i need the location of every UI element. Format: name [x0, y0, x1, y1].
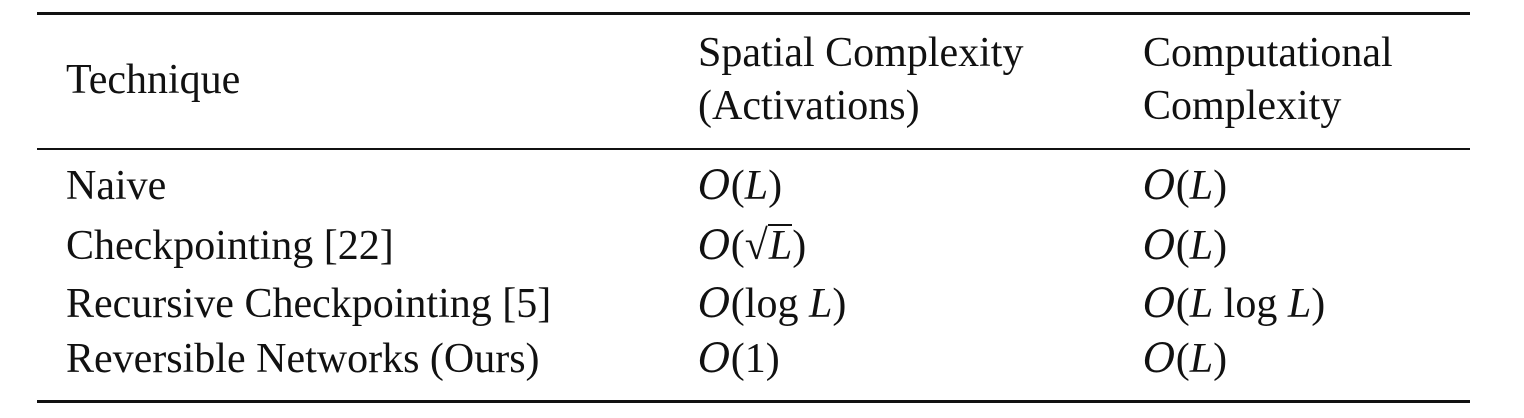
header-computational-line1: Computational: [1143, 30, 1393, 76]
row-checkpointing-technique: Checkpointing [22]: [66, 223, 394, 269]
big-o-symbol: O: [1143, 281, 1176, 327]
row-reversible-spatial: O(1): [698, 333, 780, 385]
big-o-symbol: O: [1143, 163, 1176, 209]
sqrt-expression: √L: [744, 220, 793, 272]
log-function: log: [744, 281, 809, 327]
paren-close: ): [792, 223, 807, 269]
variable-l: L: [808, 281, 833, 327]
paren-open: (: [1175, 163, 1190, 209]
table-header-rule: [37, 148, 1470, 150]
paren-open: (: [1175, 223, 1190, 269]
paren-close: ): [832, 281, 847, 327]
row-checkpointing-computational: O(L): [1143, 220, 1227, 272]
paren-close: ): [1213, 336, 1228, 382]
variable-l: L: [1189, 336, 1214, 382]
paren-close: ): [1311, 281, 1326, 327]
paren-open: (: [730, 281, 745, 327]
variable-l: L: [767, 223, 793, 269]
row-reversible-computational: O(L): [1143, 333, 1227, 385]
big-o-symbol: O: [698, 281, 731, 327]
variable-l: L: [1189, 163, 1214, 209]
constant-one: 1: [744, 336, 766, 382]
variable-l: L: [1287, 281, 1312, 327]
paren-close: ): [768, 163, 783, 209]
row-recursive-computational: O(L log L): [1143, 278, 1325, 330]
big-o-symbol: O: [1143, 336, 1176, 382]
row-naive-computational: O(L): [1143, 160, 1227, 212]
row-recursive-technique: Recursive Checkpointing [5]: [66, 281, 552, 327]
table-bottom-rule: [37, 400, 1470, 403]
paren-open: (: [730, 336, 745, 382]
paren-close: ): [765, 336, 780, 382]
variable-l: L: [1189, 281, 1214, 327]
big-o-symbol: O: [698, 223, 731, 269]
paren-open: (: [1175, 281, 1190, 327]
header-spatial-line1: Spatial Complexity: [698, 30, 1024, 76]
paren-open: (: [730, 223, 745, 269]
variable-l: L: [1189, 223, 1214, 269]
variable-l: L: [744, 163, 769, 209]
big-o-symbol: O: [698, 163, 731, 209]
log-function: log: [1213, 281, 1288, 327]
row-checkpointing-spatial: O(√L): [698, 220, 806, 272]
row-naive-technique: Naive: [66, 163, 167, 209]
header-technique: Technique: [66, 57, 241, 103]
paren-close: ): [1213, 163, 1228, 209]
table-top-rule: [37, 12, 1470, 15]
row-recursive-spatial: O(log L): [698, 278, 846, 330]
header-computational-line2: Complexity: [1143, 83, 1342, 129]
header-spatial-line2: (Activations): [698, 83, 920, 129]
paren-close: ): [1213, 223, 1228, 269]
row-reversible-technique: Reversible Networks (Ours): [66, 336, 540, 382]
big-o-symbol: O: [1143, 223, 1176, 269]
paren-open: (: [1175, 336, 1190, 382]
row-naive-spatial: O(L): [698, 160, 782, 212]
big-o-symbol: O: [698, 336, 731, 382]
paren-open: (: [730, 163, 745, 209]
sqrt-symbol: √: [744, 223, 768, 269]
